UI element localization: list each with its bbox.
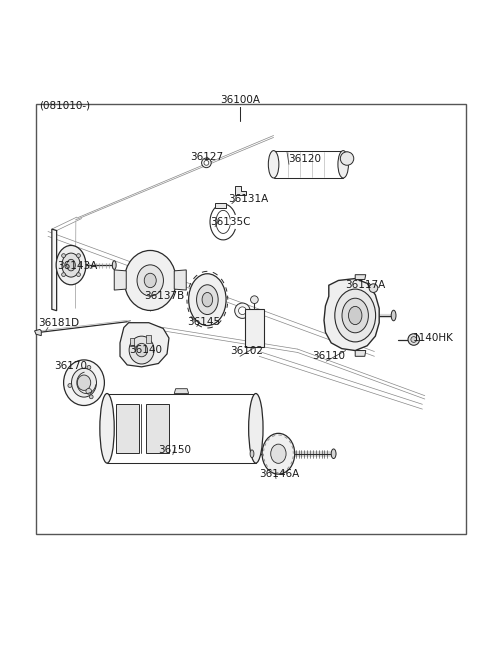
Polygon shape xyxy=(130,338,134,346)
Circle shape xyxy=(86,388,92,394)
Polygon shape xyxy=(120,323,169,367)
Circle shape xyxy=(87,365,91,369)
Polygon shape xyxy=(35,329,41,335)
Circle shape xyxy=(61,272,65,276)
Circle shape xyxy=(204,160,209,165)
Text: 36145: 36145 xyxy=(187,316,220,327)
Text: 36117A: 36117A xyxy=(346,280,386,290)
Circle shape xyxy=(251,296,258,303)
Ellipse shape xyxy=(391,310,396,321)
Bar xyxy=(146,404,169,453)
Ellipse shape xyxy=(250,450,254,458)
Text: 36140: 36140 xyxy=(130,345,163,356)
Bar xyxy=(116,404,139,453)
Ellipse shape xyxy=(202,293,213,307)
Ellipse shape xyxy=(62,253,80,277)
Text: 36143A: 36143A xyxy=(58,261,98,271)
Text: 1140HK: 1140HK xyxy=(413,333,454,343)
Text: (081010-): (081010-) xyxy=(39,101,91,111)
Polygon shape xyxy=(114,270,126,290)
Ellipse shape xyxy=(335,289,375,342)
Polygon shape xyxy=(324,278,379,350)
Ellipse shape xyxy=(56,246,86,285)
Ellipse shape xyxy=(129,336,154,364)
Polygon shape xyxy=(174,388,189,394)
Ellipse shape xyxy=(144,273,156,288)
Ellipse shape xyxy=(124,250,176,310)
Circle shape xyxy=(89,395,93,399)
Text: 36110: 36110 xyxy=(312,351,345,361)
Bar xyxy=(245,309,264,346)
Ellipse shape xyxy=(331,449,336,458)
Text: 36127: 36127 xyxy=(190,152,223,162)
Circle shape xyxy=(77,253,81,257)
Circle shape xyxy=(408,334,420,345)
Ellipse shape xyxy=(342,298,369,333)
Text: 36100A: 36100A xyxy=(220,95,260,105)
Circle shape xyxy=(61,253,65,257)
Circle shape xyxy=(235,303,250,318)
Circle shape xyxy=(369,284,378,293)
Polygon shape xyxy=(235,186,246,195)
Ellipse shape xyxy=(77,375,91,390)
Bar xyxy=(36,104,466,534)
Ellipse shape xyxy=(262,434,295,474)
Ellipse shape xyxy=(67,259,75,271)
Polygon shape xyxy=(52,229,57,310)
Ellipse shape xyxy=(112,261,116,269)
Text: 36102: 36102 xyxy=(230,346,264,356)
Text: 36150: 36150 xyxy=(158,445,192,455)
Circle shape xyxy=(68,384,72,388)
Ellipse shape xyxy=(249,394,263,463)
Text: 36170: 36170 xyxy=(54,361,87,371)
Ellipse shape xyxy=(271,444,286,463)
Circle shape xyxy=(239,307,246,314)
Circle shape xyxy=(411,337,417,343)
Polygon shape xyxy=(174,270,186,290)
Text: 36131A: 36131A xyxy=(228,194,268,204)
Ellipse shape xyxy=(63,360,105,405)
Text: 36137B: 36137B xyxy=(144,291,184,301)
Polygon shape xyxy=(146,335,151,343)
Ellipse shape xyxy=(268,151,279,178)
Polygon shape xyxy=(215,202,226,208)
Circle shape xyxy=(202,158,211,168)
Text: 36135C: 36135C xyxy=(210,217,251,227)
Polygon shape xyxy=(355,350,366,356)
Ellipse shape xyxy=(348,307,362,325)
Circle shape xyxy=(340,152,354,165)
Polygon shape xyxy=(355,274,366,280)
Ellipse shape xyxy=(137,265,163,296)
Ellipse shape xyxy=(338,151,348,178)
Ellipse shape xyxy=(72,368,96,397)
Text: 36120: 36120 xyxy=(288,155,321,164)
Text: 36181D: 36181D xyxy=(38,318,80,328)
Ellipse shape xyxy=(189,274,226,326)
Text: 36146A: 36146A xyxy=(259,469,300,479)
Ellipse shape xyxy=(135,343,148,357)
Circle shape xyxy=(77,272,81,276)
Ellipse shape xyxy=(100,394,114,463)
Ellipse shape xyxy=(196,285,218,314)
